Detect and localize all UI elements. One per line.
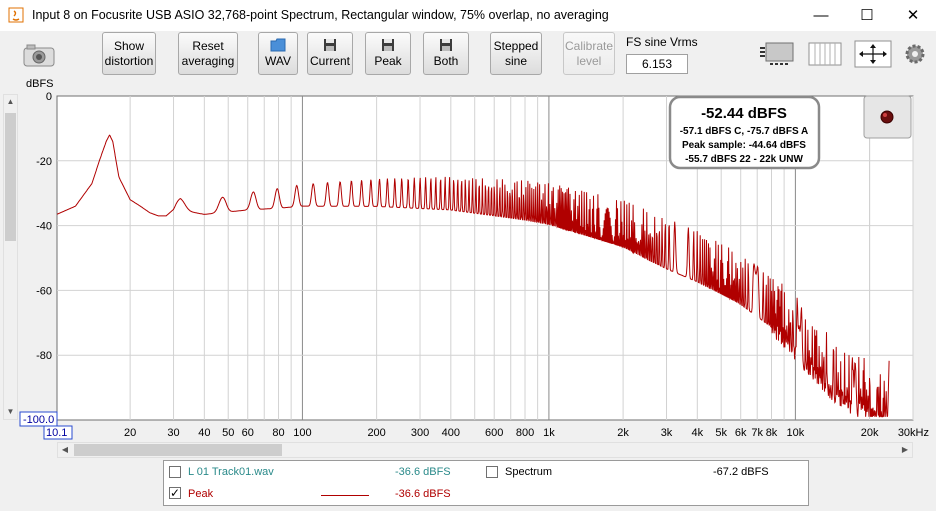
x-tick-label: 7k xyxy=(751,427,763,439)
y-axis-labels: 0 -20 -40 -60 -80 xyxy=(36,91,52,362)
y-min-box[interactable] xyxy=(19,411,58,427)
folder-icon xyxy=(270,38,286,52)
java-app-icon xyxy=(8,7,24,23)
readout-line-3: -55.7 dBFS 22 - 22k UNW xyxy=(685,154,803,165)
vertical-scroll-thumb[interactable] xyxy=(5,113,16,241)
peak-trace-value: -36.6 dBFS xyxy=(395,488,451,500)
x-tick-label: 6k xyxy=(735,427,747,439)
x-tick-label: 100 xyxy=(293,427,311,439)
trace-legend: L 01 Track01.wav -36.6 dBFS Spectrum -67… xyxy=(163,460,809,506)
scroll-down-icon[interactable]: ▼ xyxy=(6,407,15,416)
x-tick-label: 2k xyxy=(617,427,629,439)
y-min-label: -100.0 xyxy=(23,414,54,426)
graph-grid-icon[interactable] xyxy=(807,40,843,68)
minimize-icon[interactable]: — xyxy=(813,7,829,24)
reset-averaging-button[interactable]: Reset averaging xyxy=(178,32,238,75)
scroll-left-icon[interactable]: ◀ xyxy=(61,445,69,454)
calibrate-level-button[interactable]: Calibrate level xyxy=(563,32,615,75)
l1-trace-value: -36.6 dBFS xyxy=(395,466,451,478)
level-readout-box xyxy=(668,95,821,170)
x-tick-label: 40 xyxy=(198,427,210,439)
x-tick-label: 600 xyxy=(485,427,503,439)
x-tick-label: 200 xyxy=(367,427,385,439)
x-tick-label: 30 xyxy=(167,427,179,439)
x-tick-label: 3k xyxy=(661,427,673,439)
y-tick-label: -60 xyxy=(36,285,52,297)
x-tick-label: 300 xyxy=(411,427,429,439)
spectrum-name: Spectrum xyxy=(505,466,553,478)
spectrum-chart[interactable]: dBFS 0 -20 -40 -60 -80 20 30 40 50 60 80 100 200 300… xyxy=(0,0,936,442)
record-highlight-icon xyxy=(883,113,887,117)
x-axis-labels: 20 30 40 50 60 80 100 200 300 400 600 800 1k 2k 3k 4k 5k… xyxy=(124,427,929,439)
spectrum-checkbox[interactable] xyxy=(486,466,498,478)
save-both-button[interactable]: Both xyxy=(423,32,469,75)
fs-sine-vrms-input[interactable]: 6.153 xyxy=(626,54,688,74)
record-icon xyxy=(880,110,894,124)
y-tick-label: -20 xyxy=(36,156,52,168)
scroll-up-icon[interactable]: ▲ xyxy=(6,97,15,106)
peak-trace-checkbox[interactable]: ✓ xyxy=(169,486,181,500)
panel-layout-icon[interactable] xyxy=(758,40,796,68)
vertical-scrollbar[interactable]: ▲ ▼ xyxy=(3,94,18,420)
peak-trace-name: Peak xyxy=(188,488,214,500)
x-tick-label: 80 xyxy=(272,427,284,439)
y-unit-label: dBFS xyxy=(26,78,54,90)
save-peak-button[interactable]: Peak xyxy=(365,32,411,75)
x-tick-label: 800 xyxy=(516,427,534,439)
peak-line-swatch xyxy=(321,495,369,496)
x-tick-label: 60 xyxy=(242,427,254,439)
x-tick-label: 4k xyxy=(691,427,703,439)
close-icon[interactable]: ✕ xyxy=(906,7,920,24)
x-tick-label: 400 xyxy=(442,427,460,439)
show-distortion-button[interactable]: Show distortion xyxy=(102,32,156,75)
fs-sine-label: FS sine Vrms xyxy=(626,35,698,49)
readout-main: -52.44 dBFS xyxy=(701,105,787,122)
x-tick-label: 20k xyxy=(861,427,879,439)
x-tick-label: 10k xyxy=(787,427,805,439)
x-tick-label: 20 xyxy=(124,427,136,439)
maximize-icon[interactable]: ☐ xyxy=(860,7,874,24)
gear-icon[interactable] xyxy=(903,42,927,66)
x-min-box[interactable] xyxy=(43,425,73,440)
horizontal-scroll-thumb[interactable] xyxy=(74,444,282,456)
move-arrows-icon[interactable] xyxy=(854,40,892,68)
l1-trace-checkbox[interactable] xyxy=(169,466,181,478)
floppy-disk-icon xyxy=(382,39,394,51)
y-tick-label: -40 xyxy=(36,221,52,233)
readout-line-1: -57.1 dBFS C, -75.7 dBFS A xyxy=(680,126,809,137)
readout-line-2: Peak sample: -44.64 dBFS xyxy=(682,140,806,151)
y-tick-label: -80 xyxy=(36,350,52,362)
x-tick-label: 5k xyxy=(715,427,727,439)
camera-icon[interactable] xyxy=(22,42,56,68)
window-title: Input 8 on Focusrite USB ASIO 32,768-poi… xyxy=(32,8,609,22)
floppy-disk-icon xyxy=(324,39,336,51)
x-tick-label: 1k xyxy=(543,427,555,439)
spectrum-value: -67.2 dBFS xyxy=(713,466,769,478)
x-tick-label: 8k xyxy=(766,427,778,439)
horizontal-scrollbar[interactable]: ◀ ▶ xyxy=(57,442,913,458)
l1-trace-name: L 01 Track01.wav xyxy=(188,466,274,478)
title-bar: Input 8 on Focusrite USB ASIO 32,768-poi… xyxy=(0,0,936,31)
wav-button[interactable]: WAV xyxy=(258,32,298,75)
x-tick-label: 30kHz xyxy=(898,427,929,439)
x-tick-label: 50 xyxy=(222,427,234,439)
x-min-label: 10.1 xyxy=(46,427,67,439)
stepped-sine-button[interactable]: Stepped sine xyxy=(490,32,542,75)
y-tick-label: 0 xyxy=(46,91,52,103)
save-current-button[interactable]: Current xyxy=(307,32,353,75)
scroll-right-icon[interactable]: ▶ xyxy=(901,445,909,454)
floppy-disk-icon xyxy=(440,39,452,51)
peak-trace xyxy=(57,134,890,418)
